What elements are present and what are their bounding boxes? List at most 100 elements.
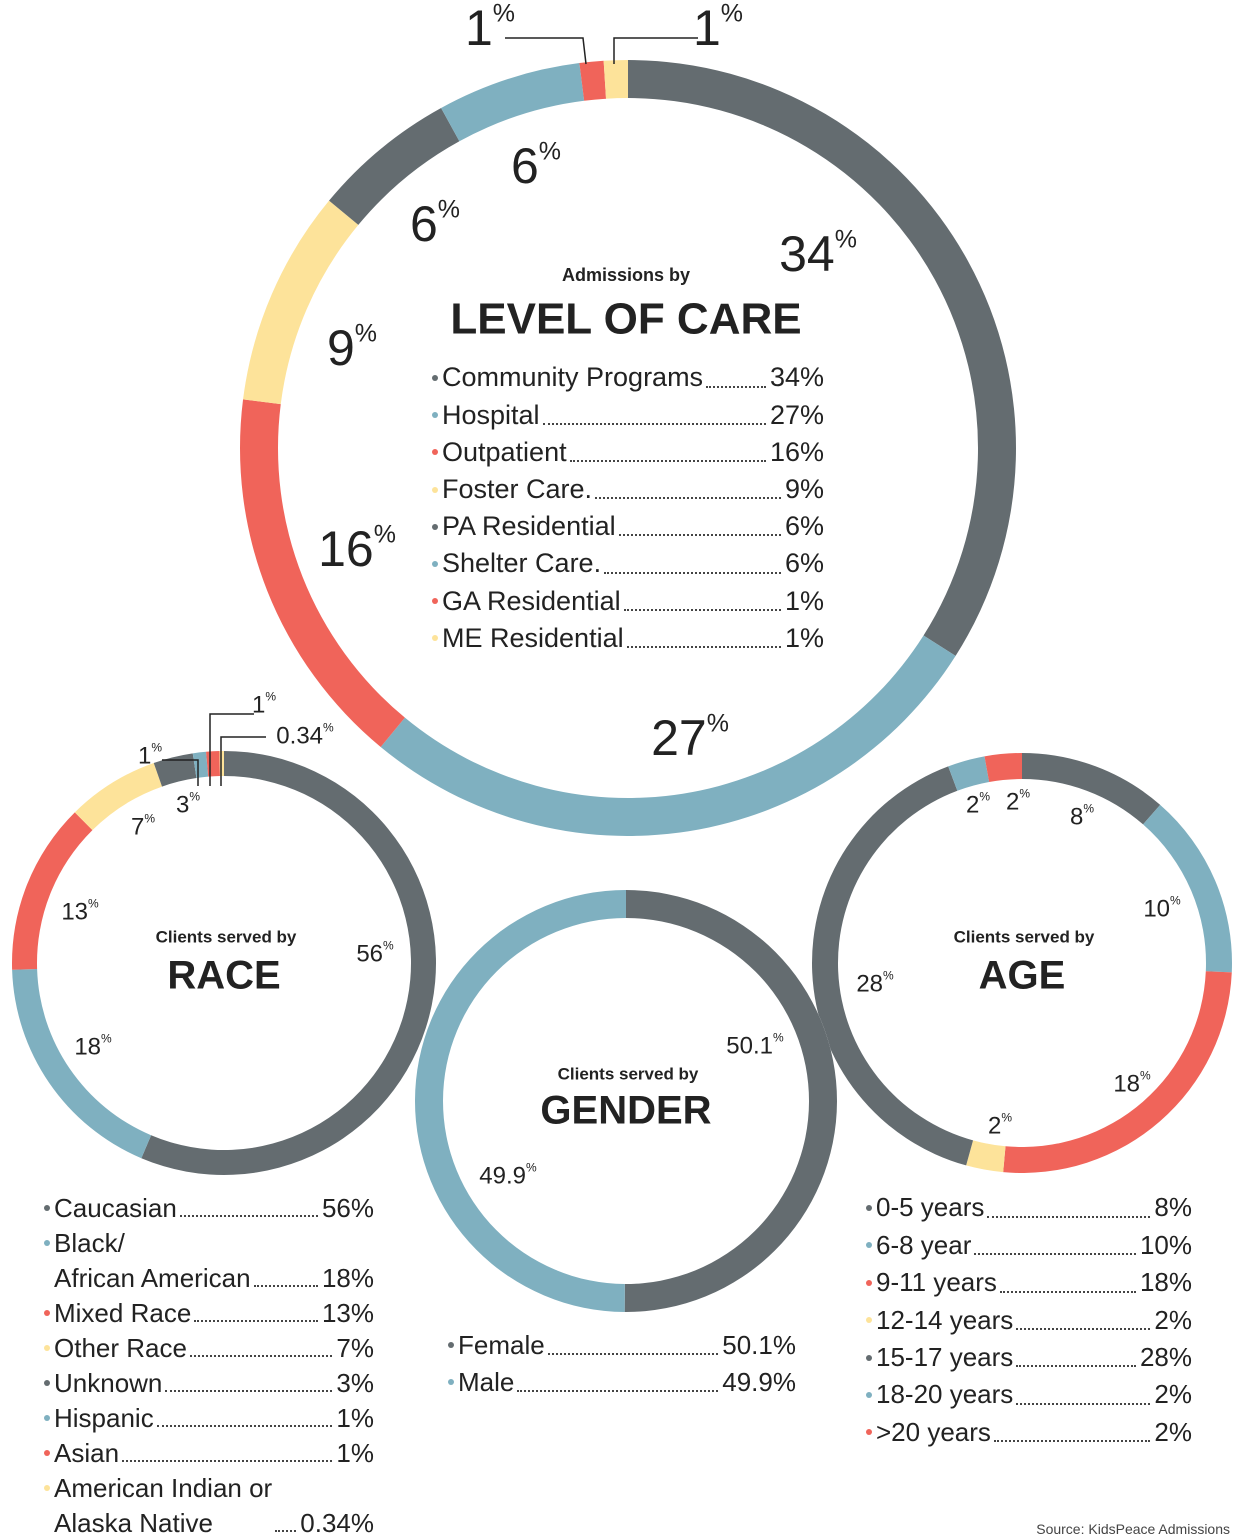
- legend-leader: [987, 1215, 1151, 1218]
- donut-segment: [966, 1140, 1006, 1173]
- legend-bullet: [44, 1415, 50, 1421]
- legend-value: 6%: [784, 548, 824, 579]
- donut-background: [415, 890, 837, 1312]
- legend-label: PA Residential: [442, 511, 616, 542]
- legend-item: Male 49.9%: [448, 1364, 796, 1401]
- donut-segment: [12, 968, 152, 1159]
- data-label: 2%: [1006, 787, 1030, 816]
- chart-subtitle: GENDER: [540, 1089, 711, 1133]
- legend-item: Mixed Race 13%: [44, 1296, 374, 1331]
- chart-subtitle: AGE: [979, 954, 1066, 998]
- legend-value: 56%: [321, 1192, 374, 1223]
- legend-leader: [618, 534, 781, 537]
- donut-chart: 8% 10% 18% 2% 28% 2% 2% Clients served by AGE: [812, 753, 1232, 1173]
- legend-label: Hispanic: [54, 1402, 154, 1433]
- legend-value: 8%: [1154, 1192, 1192, 1223]
- legend-value: 2%: [1154, 1304, 1192, 1335]
- data-label: 1%: [252, 690, 276, 719]
- legend-bullet: [44, 1380, 50, 1386]
- legend-label: ME Residential: [442, 622, 624, 653]
- legend-bullet: [866, 1279, 872, 1286]
- legend-bullet: [432, 598, 438, 605]
- donut-segment: [1022, 753, 1161, 825]
- legend-leader: [1016, 1402, 1151, 1405]
- legend-item: Foster Care. 9%: [432, 471, 824, 508]
- legend-bullet: [44, 1450, 50, 1456]
- donut-segment: [1143, 804, 1232, 973]
- legend-item: PA Residential 6%: [432, 508, 824, 545]
- legend-bullet: [432, 561, 438, 567]
- donut-segment: [243, 200, 359, 405]
- legend-bullet: [432, 449, 438, 456]
- legend-label: Caucasian: [54, 1192, 177, 1223]
- legend-label: 15-17 years: [876, 1341, 1014, 1372]
- leader-line: [505, 37, 587, 65]
- legend-leader: [275, 1529, 297, 1532]
- legend-bullet: [432, 635, 438, 642]
- legend-leader: [547, 1352, 719, 1355]
- data-label: 13%: [61, 897, 99, 926]
- legend-bullet: [866, 1204, 872, 1211]
- legend: 0-5 years 8% 6-8 year 10% 9-11 years 18% 12-14…: [866, 1189, 1192, 1451]
- legend-label: Asian: [54, 1437, 120, 1468]
- legend-item: Hispanic 1%: [44, 1401, 374, 1436]
- legend-value: 7%: [336, 1332, 374, 1363]
- chart-title: Admissions by: [562, 265, 690, 285]
- legend-leader: [999, 1290, 1136, 1293]
- legend-item: >20 years 2%: [866, 1414, 1192, 1451]
- legend-bullet: [44, 1485, 50, 1491]
- data-label: 1%: [465, 0, 515, 56]
- legend-label: 9-11 years: [876, 1267, 997, 1298]
- legend: Female 50.1% Male 49.9%: [448, 1327, 796, 1401]
- legend-value: 13%: [321, 1297, 374, 1328]
- legend-item: Shelter Care. 6%: [432, 545, 824, 582]
- data-label: 27%: [651, 709, 729, 766]
- legend-leader: [156, 1424, 333, 1427]
- legend-value: 0.34%: [300, 1507, 374, 1538]
- donut-segment: [380, 635, 956, 836]
- legend-label: Black/ African American: [54, 1227, 251, 1293]
- donut-segment: [329, 107, 460, 225]
- legend-item: 18-20 years 2%: [866, 1376, 1192, 1413]
- legend-item: 9-11 years 18%: [866, 1264, 1192, 1301]
- legend: Caucasian 56% Black/ African American 18% Mi…: [44, 1191, 374, 1539]
- legend-label: Other Race: [54, 1332, 187, 1363]
- donut-segment: [441, 63, 585, 142]
- donut-segment: [153, 753, 197, 787]
- legend-value: 1%: [784, 622, 824, 653]
- donut-segment: [414, 890, 626, 1312]
- legend-value: 6%: [784, 511, 824, 542]
- chart-subtitle: LEVEL OF CARE: [450, 295, 801, 344]
- legend-leader: [165, 1389, 333, 1392]
- legend-item: 0-5 years 8%: [866, 1189, 1192, 1226]
- legend-item: GA Residential 1%: [432, 583, 824, 620]
- legend-label: 18-20 years: [876, 1379, 1014, 1410]
- legend-leader: [595, 497, 781, 500]
- data-label: 18%: [74, 1032, 112, 1061]
- data-label: 34%: [779, 225, 857, 282]
- legend-leader: [194, 1319, 318, 1322]
- legend-item: Unknown 3%: [44, 1366, 374, 1401]
- legend-leader: [253, 1284, 318, 1287]
- legend-item: Black/ African American 18%: [44, 1226, 374, 1296]
- data-label: 28%: [856, 969, 894, 998]
- data-label: 7%: [131, 812, 155, 841]
- donut-segment: [11, 812, 93, 970]
- legend-bullet: [866, 1392, 872, 1399]
- legend-value: 1%: [784, 585, 824, 616]
- legend-value: 1%: [336, 1402, 374, 1433]
- legend-value: 50.1%: [722, 1329, 796, 1360]
- leader-line: [162, 759, 199, 786]
- donut-segment: [74, 762, 163, 831]
- legend-item: Outpatient 16%: [432, 434, 824, 471]
- legend-bullet: [866, 1317, 872, 1324]
- legend-value: 18%: [1139, 1267, 1192, 1298]
- data-label: 2%: [988, 1111, 1012, 1140]
- legend-label: 0-5 years: [876, 1192, 985, 1223]
- donut-segment: [206, 751, 220, 777]
- data-label: 1%: [693, 0, 743, 56]
- legend-label: Foster Care.: [442, 474, 593, 504]
- data-label: 10%: [1143, 894, 1181, 923]
- legend-bullet: [432, 374, 438, 381]
- legend-value: 49.9%: [722, 1366, 796, 1397]
